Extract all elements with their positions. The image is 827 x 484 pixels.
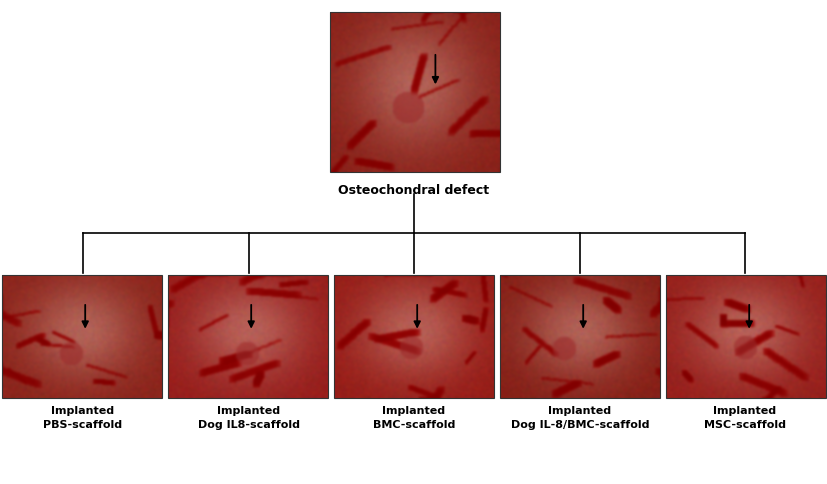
Text: MSC-scaffold: MSC-scaffold xyxy=(703,420,785,430)
Text: Dog IL-8/BMC-scaffold: Dog IL-8/BMC-scaffold xyxy=(510,420,648,430)
Text: BMC-scaffold: BMC-scaffold xyxy=(372,420,455,430)
Text: Osteochondral defect: Osteochondral defect xyxy=(338,184,489,197)
Bar xyxy=(333,275,494,398)
Text: Implanted: Implanted xyxy=(547,406,611,416)
Bar xyxy=(500,275,659,398)
Text: Implanted: Implanted xyxy=(382,406,445,416)
Bar xyxy=(330,12,500,172)
Bar xyxy=(2,275,162,398)
Bar xyxy=(168,275,327,398)
Text: Implanted: Implanted xyxy=(51,406,114,416)
Text: PBS-scaffold: PBS-scaffold xyxy=(43,420,122,430)
Text: Dog IL8-scaffold: Dog IL8-scaffold xyxy=(198,420,299,430)
Bar xyxy=(665,275,825,398)
Text: Implanted: Implanted xyxy=(713,406,776,416)
Text: Implanted: Implanted xyxy=(218,406,280,416)
